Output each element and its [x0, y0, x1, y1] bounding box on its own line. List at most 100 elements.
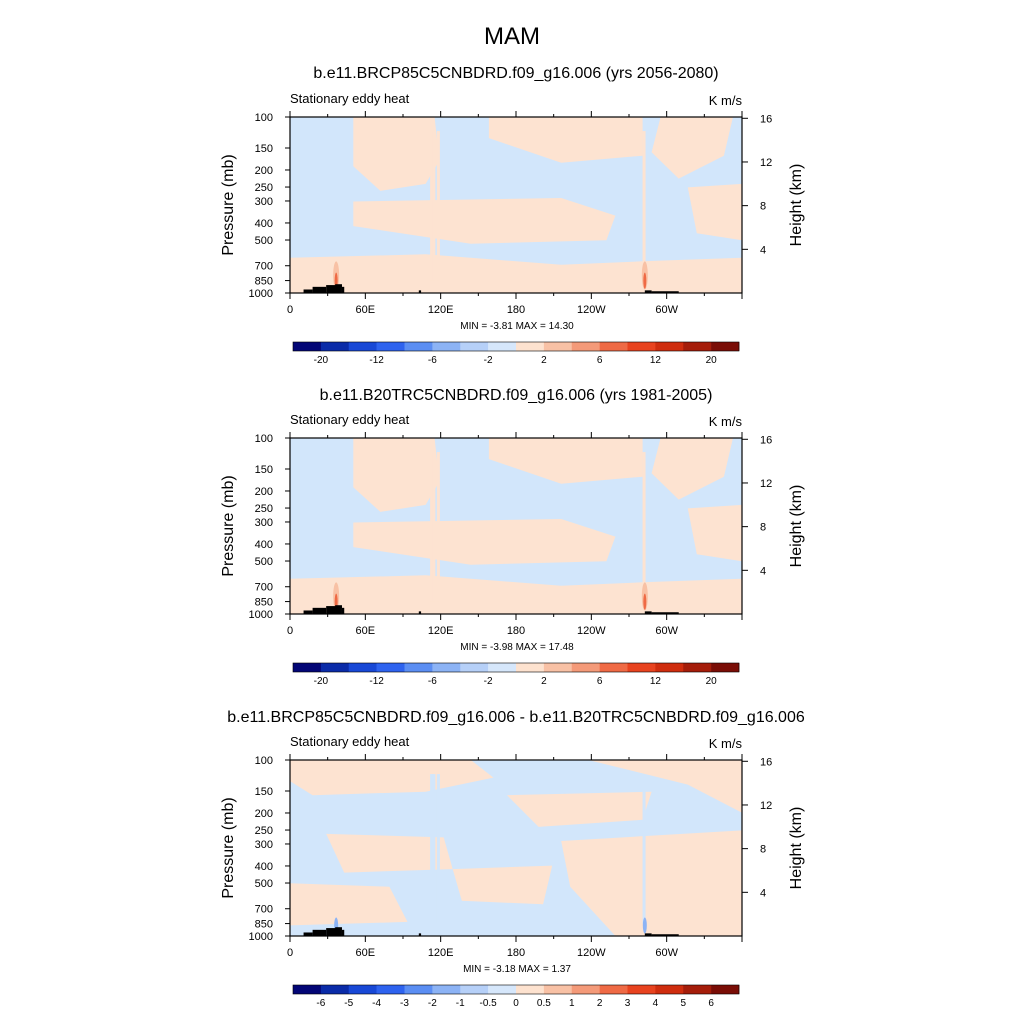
field-peak — [642, 917, 647, 934]
topography — [418, 933, 422, 936]
y-tick-label: 100 — [255, 112, 273, 124]
colorbar-swatch — [516, 663, 545, 672]
panel-title: b.e11.BRCP85C5CNBDRD.f09_g16.006 - b.e11… — [227, 709, 805, 726]
colorbar-label: -12 — [369, 355, 384, 366]
colorbar-label: -4 — [372, 998, 381, 1009]
colorbar-swatch — [655, 985, 684, 994]
colorbar-label: -2 — [484, 676, 493, 687]
y-tick-label: 500 — [255, 556, 273, 568]
topography — [418, 611, 422, 614]
colorbar: -6 -5 -4 -3 -2 -1 -0.5 0 0.5 1 2 3 4 5 6 — [292, 984, 740, 1009]
topography — [303, 932, 313, 936]
panel-units: K m/s — [709, 93, 743, 108]
y-axis-label: Pressure (mb) — [220, 797, 237, 898]
min-max-stats: MIN = -3.18 MAX = 1.37 — [463, 964, 571, 975]
x-tick-label: 180 — [507, 304, 525, 316]
colorbar-label: 4 — [653, 998, 659, 1009]
colorbar-swatch — [543, 985, 573, 994]
colorbar-label: -6 — [316, 998, 325, 1009]
field-streak — [436, 452, 440, 602]
colorbar-label: 2 — [597, 998, 603, 1009]
colorbar-label: -20 — [314, 355, 329, 366]
topography — [335, 605, 342, 614]
colorbar-swatch — [627, 342, 656, 351]
colorbar-swatch — [683, 342, 712, 351]
colorbar-swatch — [571, 663, 600, 672]
colorbar-swatch — [516, 985, 545, 994]
colorbar-swatch — [599, 985, 628, 994]
y-tick-label: 250 — [255, 825, 273, 837]
field-positive-region — [561, 830, 742, 936]
y-right-axis-label: Height (km) — [788, 807, 805, 890]
field-positive-region — [290, 883, 408, 926]
colorbar-swatch — [460, 342, 489, 351]
colorbar-swatch — [543, 342, 573, 351]
field-positive-region — [651, 117, 733, 179]
topography — [326, 928, 340, 936]
field-peak — [643, 272, 647, 289]
field-streak — [432, 774, 436, 924]
y-tick-label: 250 — [255, 503, 273, 515]
colorbar-frame — [292, 984, 740, 995]
panel-subtitle: Stationary eddy heat — [290, 412, 410, 427]
colorbar-swatch — [543, 663, 573, 672]
y-axis-label: Pressure (mb) — [220, 475, 237, 576]
colorbar-label: 2 — [541, 355, 547, 366]
colorbar-label: -5 — [344, 998, 353, 1009]
x-tick-label: 120E — [428, 304, 454, 316]
y-axis-label: Pressure (mb) — [220, 154, 237, 255]
field-positive-region — [651, 438, 733, 500]
field-streak — [642, 774, 646, 924]
y-tick-label: 150 — [255, 143, 273, 155]
colorbar-label: -12 — [369, 676, 384, 687]
x-tick-label: 120E — [428, 947, 454, 959]
colorbar-swatch — [320, 663, 350, 672]
field-streak — [642, 452, 646, 602]
panel-title: b.e11.B20TRC5CNBDRD.f09_g16.006 (yrs 198… — [320, 387, 713, 404]
y-right-tick-label: 8 — [760, 522, 766, 534]
panel-units: K m/s — [709, 414, 743, 429]
y-tick-label: 100 — [255, 755, 273, 767]
y-tick-label: 500 — [255, 235, 273, 247]
x-tick-label: 120E — [428, 625, 454, 637]
panel-subtitle: Stationary eddy heat — [290, 734, 410, 749]
y-tick-label: 400 — [255, 539, 273, 551]
colorbar-label: 12 — [650, 355, 662, 366]
y-right-tick-label: 16 — [760, 434, 772, 446]
colorbar-label: 2 — [541, 676, 547, 687]
topography — [341, 286, 345, 293]
x-tick-label: 60E — [356, 947, 376, 959]
field-positive-region — [326, 833, 453, 873]
topography — [418, 290, 422, 293]
panel-units: K m/s — [709, 736, 743, 751]
x-tick-label: 60E — [356, 304, 376, 316]
colorbar-label: 0 — [513, 998, 519, 1009]
y-tick-label: 700 — [255, 261, 273, 273]
colorbar-swatch — [376, 985, 405, 994]
panel-title: b.e11.BRCP85C5CNBDRD.f09_g16.006 (yrs 20… — [313, 65, 718, 82]
field-streak — [642, 131, 646, 281]
colorbar-swatch — [404, 663, 433, 672]
field-positive-region — [452, 865, 553, 905]
topography — [644, 933, 652, 936]
colorbar-label: -0.5 — [480, 998, 498, 1009]
colorbar-swatch — [488, 985, 517, 994]
field-streak — [432, 452, 436, 602]
topography — [326, 606, 340, 614]
x-tick-label: 180 — [507, 947, 525, 959]
colorbar-swatch — [293, 663, 322, 672]
field-positive-region — [353, 198, 616, 244]
y-tick-label: 1000 — [249, 609, 273, 621]
field-streak — [436, 131, 440, 281]
field-positive-region — [290, 575, 742, 614]
topography — [312, 286, 327, 293]
topography — [644, 611, 652, 614]
colorbar-swatch — [348, 342, 377, 351]
colorbar-swatch — [320, 985, 350, 994]
y-tick-label: 100 — [255, 433, 273, 445]
y-tick-label: 400 — [255, 218, 273, 230]
colorbar-label: 0.5 — [537, 998, 551, 1009]
colorbar: -20 -12 -6 -2 2 6 12 20 — [292, 341, 740, 366]
y-right-axis-label: Height (km) — [788, 485, 805, 568]
